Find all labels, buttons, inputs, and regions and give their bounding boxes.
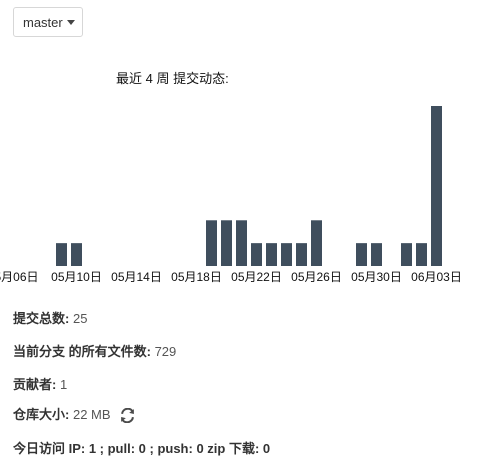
- x-tick-label: 06月03日: [411, 270, 462, 284]
- x-tick-label: 05月14日: [111, 270, 162, 284]
- x-tick-label: 05月22日: [231, 270, 282, 284]
- x-tick-label: 05月30日: [351, 270, 402, 284]
- commit-bar: [281, 243, 292, 266]
- commit-bar: [221, 220, 232, 266]
- commit-bar: [416, 243, 427, 266]
- branch-select-button[interactable]: master: [13, 7, 83, 37]
- today-visits-stat: 今日访问 IP: 1 ; pull: 0 ; push: 0 zip 下载: 0: [13, 438, 270, 457]
- commit-bar: [251, 243, 262, 266]
- x-tick-label: 05月26日: [291, 270, 342, 284]
- repo-size-value: 22 MB: [72, 407, 111, 422]
- x-tick-label: 05月18日: [171, 270, 222, 284]
- commit-bar: [311, 220, 322, 266]
- commit-bar: [371, 243, 382, 266]
- caret-down-icon: [66, 19, 75, 25]
- commit-bar: [56, 243, 67, 266]
- x-tick-label: 05月10日: [51, 270, 102, 284]
- total-commits-label: 提交总数:: [13, 311, 70, 326]
- today-visits-text: 今日访问 IP: 1 ; pull: 0 ; push: 0 zip 下载: 0: [13, 441, 271, 456]
- x-tick-label: 5月06日: [0, 270, 39, 284]
- branch-label: master: [23, 14, 63, 30]
- contributors-label: 贡献者:: [13, 377, 57, 392]
- commit-bar: [296, 243, 307, 266]
- chart-title: 最近 4 周 提交动态:: [116, 71, 229, 86]
- repo-size-stat: 仓库大小: 22 MB: [13, 404, 135, 424]
- files-count-label: 当前分支 的所有文件数:: [13, 344, 151, 359]
- total-commits-value: 25: [72, 311, 88, 326]
- files-count-value: 729: [154, 344, 177, 359]
- commit-activity-chart: 5月06日 05月10日 05月14日 05月18日 05月22日 05月26日 05月30…: [0, 106, 462, 284]
- commit-bar: [71, 243, 82, 266]
- refresh-icon[interactable]: [120, 408, 135, 424]
- commit-bar: [236, 220, 247, 266]
- contributors-value: 1: [59, 377, 68, 392]
- commit-bar: [401, 243, 412, 266]
- contributors-stat: 贡献者: 1: [13, 374, 67, 393]
- commit-bar: [266, 243, 277, 266]
- commit-bar: [431, 106, 442, 266]
- total-commits-stat: 提交总数: 25: [13, 308, 87, 327]
- files-count-stat: 当前分支 的所有文件数: 729: [13, 341, 176, 360]
- commit-bar: [206, 220, 217, 266]
- commit-bar: [356, 243, 367, 266]
- repo-size-label: 仓库大小:: [13, 407, 70, 422]
